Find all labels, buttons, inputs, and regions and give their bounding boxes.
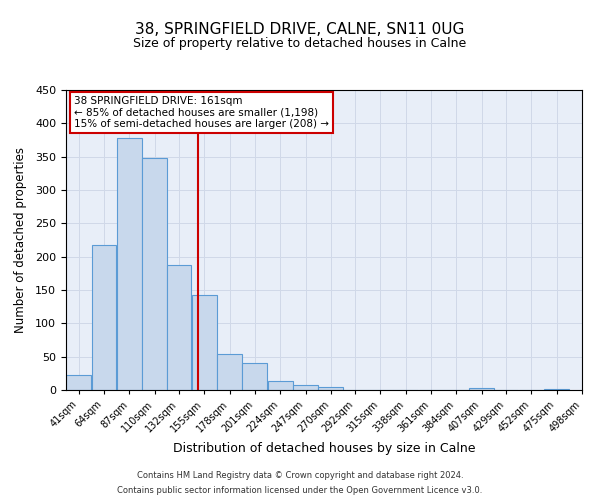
Bar: [217, 354, 242, 390]
Bar: [268, 380, 293, 390]
Bar: [167, 264, 191, 390]
Text: 38 SPRINGFIELD DRIVE: 161sqm
← 85% of detached houses are smaller (1,198)
15% of: 38 SPRINGFIELD DRIVE: 161sqm ← 85% of de…: [74, 96, 329, 129]
Text: 38, SPRINGFIELD DRIVE, CALNE, SN11 0UG: 38, SPRINGFIELD DRIVE, CALNE, SN11 0UG: [136, 22, 464, 38]
Bar: [142, 158, 167, 390]
Bar: [192, 294, 217, 390]
Bar: [469, 388, 494, 390]
Bar: [92, 244, 116, 390]
Bar: [319, 386, 343, 390]
Text: Contains HM Land Registry data © Crown copyright and database right 2024.: Contains HM Land Registry data © Crown c…: [137, 471, 463, 480]
Text: Contains public sector information licensed under the Open Government Licence v3: Contains public sector information licen…: [118, 486, 482, 495]
X-axis label: Distribution of detached houses by size in Calne: Distribution of detached houses by size …: [173, 442, 475, 456]
Bar: [293, 386, 318, 390]
Y-axis label: Number of detached properties: Number of detached properties: [14, 147, 27, 333]
Bar: [544, 388, 569, 390]
Text: Size of property relative to detached houses in Calne: Size of property relative to detached ho…: [133, 38, 467, 51]
Bar: [117, 138, 142, 390]
Bar: [242, 364, 267, 390]
Bar: [66, 376, 91, 390]
